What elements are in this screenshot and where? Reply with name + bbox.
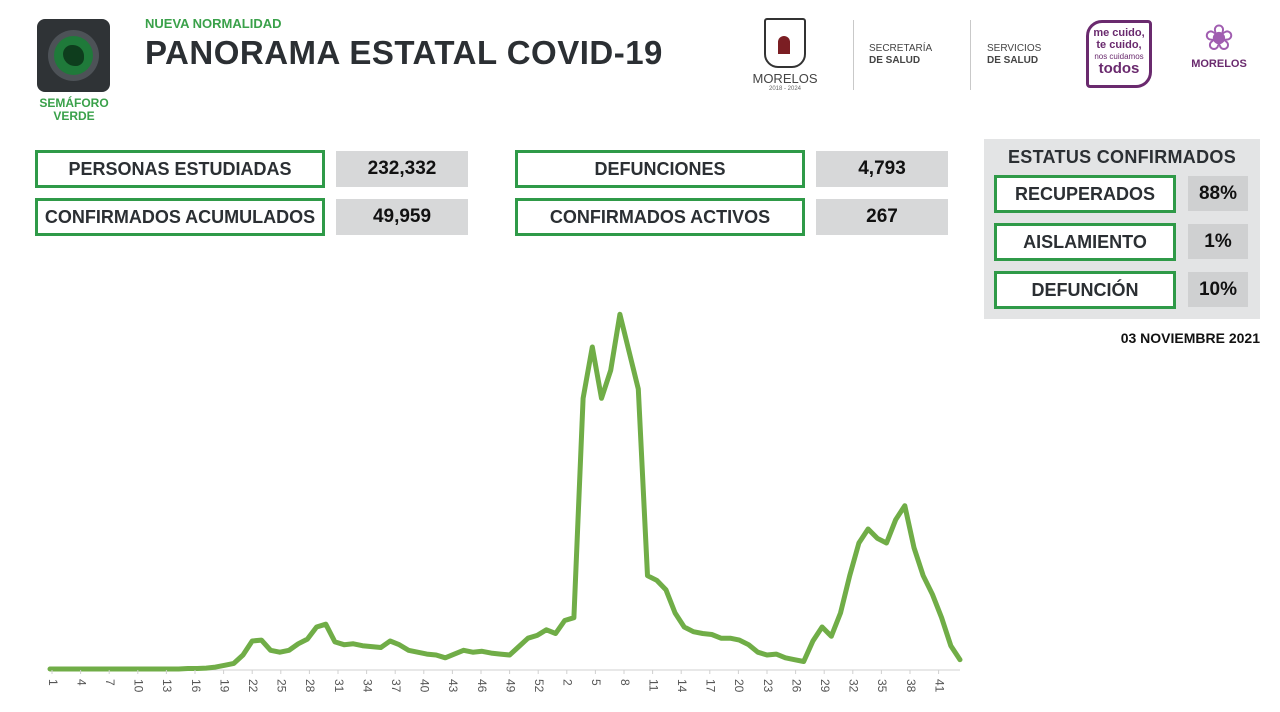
confirmados-activos-label: CONFIRMADOS ACTIVOS	[515, 198, 805, 236]
semaforo-label-line1: SEMÁFORO	[39, 96, 109, 110]
state-map-icon	[63, 45, 84, 66]
coat-of-arms-icon	[764, 18, 806, 68]
x-tick-label: 17	[704, 679, 718, 693]
x-tick-label: 34	[360, 679, 374, 693]
personas-estudiadas-value: 232,332	[336, 151, 468, 187]
secretaria-line1: SECRETARÍA	[869, 43, 933, 54]
report-date: 03 NOVIEMBRE 2021	[1120, 330, 1260, 346]
recuperados-label: RECUPERADOS	[994, 175, 1176, 213]
cuido-line3: nos cuidamos	[1094, 52, 1144, 61]
x-tick-label: 37	[389, 679, 403, 693]
eyebrow-text: NUEVA NORMALIDAD	[145, 16, 282, 31]
x-tick-label: 8	[618, 679, 632, 686]
aislamiento-label: AISLAMIENTO	[994, 223, 1176, 261]
me-cuido-logo: me cuido, te cuido, nos cuidamos todos	[1086, 20, 1152, 88]
confirmados-activos-value: 267	[816, 199, 948, 235]
x-tick-label: 23	[761, 679, 775, 693]
x-tick-label: 16	[189, 679, 203, 693]
secretaria-logo: SECRETARÍA DE SALUD	[869, 43, 932, 67]
morelos-logo-name: MORELOS	[752, 71, 818, 86]
x-tick-label: 43	[446, 679, 460, 693]
morelos-logo-years: 2018 - 2024	[768, 86, 802, 92]
x-tick-label: 4	[74, 679, 88, 686]
x-tick-label: 38	[904, 679, 918, 693]
x-tick-label: 52	[532, 679, 546, 693]
confirmados-acumulados-label: CONFIRMADOS ACUMULADOS	[35, 198, 325, 236]
flower-icon: ❀	[1203, 17, 1235, 58]
servicios-line1: SERVICIOS	[987, 43, 1042, 54]
x-tick-label: 46	[475, 679, 489, 693]
personas-estudiadas-label: PERSONAS ESTUDIADAS	[35, 150, 325, 188]
semaforo-light	[37, 19, 110, 92]
semaforo-label: SEMÁFORO VERDE	[30, 97, 118, 123]
x-tick-label: 35	[875, 679, 889, 693]
x-tick-label: 19	[217, 679, 231, 693]
x-tick-label: 32	[847, 679, 861, 693]
secretaria-line2: DE SALUD	[869, 55, 921, 66]
morelos-flower-logo: ❀ MORELOS	[1190, 18, 1248, 88]
x-tick-label: 49	[503, 679, 517, 693]
servicios-logo: SERVICIOS DE SALUD	[987, 43, 1041, 67]
divider	[970, 20, 971, 90]
divider	[853, 20, 854, 90]
page-title: PANORAMA ESTATAL COVID-19	[145, 34, 663, 71]
x-tick-label: 7	[103, 679, 117, 686]
x-tick-label: 25	[275, 679, 289, 693]
x-tick-label: 14	[675, 679, 689, 693]
defunciones-value: 4,793	[816, 151, 948, 187]
semaforo-green-light	[54, 36, 93, 75]
cuido-line4: todos	[1098, 60, 1140, 77]
status-title: ESTATUS CONFIRMADOS	[1007, 147, 1237, 167]
semaforo-label-line2: VERDE	[53, 109, 95, 123]
cuido-line2: te cuido,	[1096, 39, 1142, 51]
x-tick-label: 31	[332, 679, 346, 693]
morelos-logo: MORELOS 2018 - 2024	[752, 18, 818, 92]
servicios-line2: DE SALUD	[987, 55, 1039, 66]
x-tick-label: 2	[561, 679, 575, 686]
x-tick-label: 20	[732, 679, 746, 693]
cases-line-chart: 1 4 7 10 13 16 19 22 25 28 31 34 37 40 43 46 49 52 2 5 8 11 14…	[46, 311, 963, 693]
x-tick-label: 13	[160, 679, 174, 693]
x-tick-label: 41	[932, 679, 946, 693]
defunciones-label: DEFUNCIONES	[515, 150, 805, 188]
series-line	[47, 311, 963, 672]
x-tick-label: 29	[818, 679, 832, 693]
x-tick-label: 28	[303, 679, 317, 693]
aislamiento-value: 1%	[1188, 224, 1248, 259]
morelos2-name: MORELOS	[1191, 58, 1247, 70]
x-tick-label: 26	[789, 679, 803, 693]
defuncion-value: 10%	[1188, 272, 1248, 307]
x-tick-label: 11	[646, 679, 660, 692]
cuido-line1: me cuido,	[1093, 27, 1145, 39]
x-tick-label: 1	[46, 679, 60, 686]
semaforo-ring	[48, 30, 99, 81]
recuperados-value: 88%	[1188, 176, 1248, 211]
x-tick-label: 10	[132, 679, 146, 693]
x-tick-label: 40	[418, 679, 432, 693]
x-tick-label: 22	[246, 679, 260, 693]
defuncion-label: DEFUNCIÓN	[994, 271, 1176, 309]
x-tick-label: 5	[589, 679, 603, 686]
confirmados-acumulados-value: 49,959	[336, 199, 468, 235]
